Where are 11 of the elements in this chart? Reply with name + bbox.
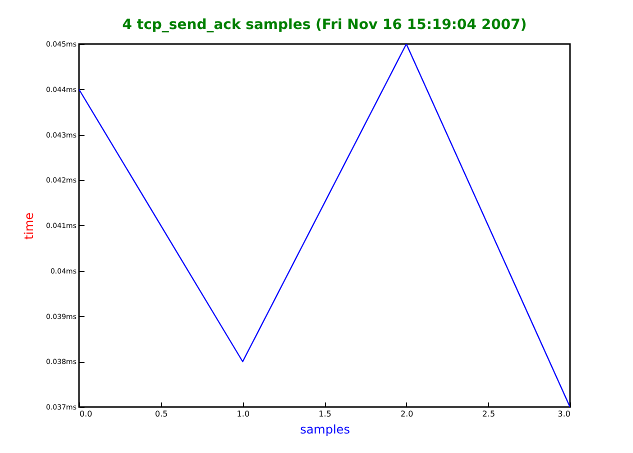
y-axis-title: time <box>22 212 36 240</box>
x-tick-label: 1.5 <box>318 410 332 418</box>
x-tick-label: 3.0 <box>558 410 570 418</box>
chart-title: 4 tcp_send_ack samples (Fri Nov 16 15:19:04 2007) <box>122 17 527 33</box>
x-tick-label: 0.0 <box>80 410 92 418</box>
x-tick-label: 2.5 <box>482 410 496 418</box>
x-tick-label: 0.5 <box>154 410 168 418</box>
x-tick-label: 2.0 <box>400 410 414 418</box>
x-tick-label: 1.0 <box>236 410 250 418</box>
line-series <box>79 44 570 407</box>
x-axis-title: samples <box>300 422 350 436</box>
